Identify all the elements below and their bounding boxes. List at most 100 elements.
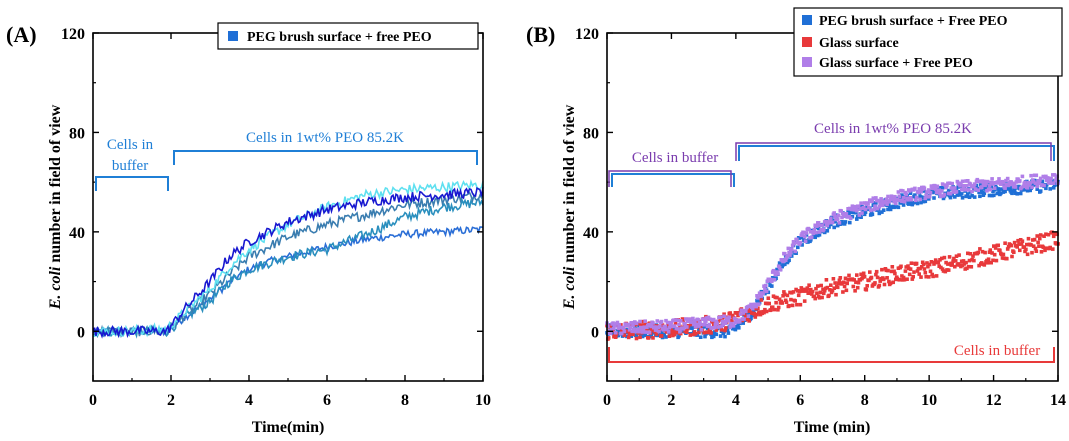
data-point bbox=[744, 314, 748, 318]
data-point bbox=[886, 194, 890, 199]
data-point bbox=[1038, 233, 1043, 237]
data-point bbox=[692, 330, 697, 334]
data-point bbox=[667, 334, 672, 338]
data-point bbox=[647, 330, 652, 335]
data-point bbox=[677, 334, 681, 338]
data-point bbox=[787, 304, 791, 308]
data-point bbox=[703, 334, 707, 339]
data-point bbox=[844, 288, 849, 293]
data-point bbox=[718, 315, 723, 320]
data-point bbox=[900, 193, 904, 197]
data-point bbox=[847, 273, 851, 278]
data-point bbox=[885, 276, 889, 280]
data-point bbox=[781, 259, 785, 264]
data-point bbox=[830, 220, 835, 224]
data-point bbox=[1003, 189, 1007, 194]
data-point bbox=[691, 316, 695, 321]
data-point bbox=[1031, 178, 1035, 182]
data-point bbox=[771, 268, 776, 273]
data-point bbox=[1044, 178, 1049, 182]
data-point bbox=[775, 295, 779, 300]
data-point bbox=[935, 184, 940, 189]
data-point bbox=[681, 319, 686, 323]
data-point bbox=[992, 244, 996, 248]
data-point bbox=[820, 295, 824, 300]
data-point bbox=[957, 253, 961, 257]
data-point bbox=[855, 285, 860, 290]
series-line bbox=[92, 187, 484, 339]
data-point bbox=[969, 265, 974, 269]
data-point bbox=[804, 231, 809, 235]
data-point bbox=[823, 219, 828, 224]
data-point bbox=[933, 187, 938, 191]
data-point bbox=[920, 260, 925, 265]
data-point bbox=[940, 182, 945, 186]
data-point bbox=[697, 330, 701, 335]
data-point bbox=[761, 291, 765, 296]
data-point bbox=[1046, 232, 1051, 237]
data-point bbox=[914, 198, 918, 203]
data-point bbox=[842, 284, 847, 289]
data-point bbox=[629, 334, 634, 338]
data-point bbox=[701, 317, 706, 321]
annotation-peo-a: Cells in 1wt% PEO 85.2K bbox=[246, 130, 404, 146]
data-point bbox=[818, 290, 823, 295]
data-point bbox=[662, 332, 666, 337]
data-point bbox=[699, 328, 704, 332]
data-point bbox=[887, 205, 892, 209]
annotations-b: Cells in buffer Cells in 1wt% PEO 85.2K … bbox=[608, 121, 1055, 363]
data-point bbox=[905, 277, 909, 281]
data-point bbox=[783, 292, 787, 297]
data-point bbox=[770, 284, 774, 288]
data-point bbox=[870, 199, 875, 203]
data-point bbox=[1051, 186, 1056, 190]
data-point bbox=[990, 251, 994, 255]
data-point bbox=[868, 270, 872, 274]
data-point bbox=[913, 186, 917, 191]
data-point bbox=[1010, 254, 1014, 259]
data-point bbox=[802, 234, 807, 239]
data-point bbox=[648, 322, 653, 327]
data-point bbox=[1003, 186, 1007, 190]
x-axis-title-b: Time (min) bbox=[794, 419, 871, 436]
data-point bbox=[690, 320, 694, 324]
data-point bbox=[965, 194, 969, 199]
data-point bbox=[998, 248, 1002, 253]
data-point bbox=[946, 268, 951, 272]
data-point bbox=[907, 272, 912, 277]
data-point bbox=[794, 251, 798, 255]
data-point bbox=[1001, 181, 1006, 185]
data-point bbox=[1025, 242, 1029, 247]
data-point bbox=[848, 220, 852, 225]
data-point bbox=[667, 325, 672, 330]
data-point bbox=[646, 336, 651, 340]
data-point bbox=[901, 275, 906, 280]
data-point bbox=[769, 308, 773, 312]
data-point bbox=[1022, 187, 1026, 192]
data-point bbox=[714, 332, 719, 337]
data-point bbox=[993, 246, 998, 250]
data-point bbox=[824, 278, 829, 282]
data-point bbox=[711, 334, 716, 339]
x-tick-label: 4 bbox=[245, 392, 253, 409]
legend-label-b-0: PEG brush surface + Free PEO bbox=[819, 14, 1008, 29]
data-point bbox=[730, 318, 734, 323]
legend-label-b-2: Glass surface + Free PEO bbox=[819, 56, 973, 71]
data-point bbox=[1034, 173, 1039, 178]
y-tick-label: 120 bbox=[61, 26, 85, 43]
data-point bbox=[875, 206, 880, 211]
data-point bbox=[697, 324, 701, 328]
data-point bbox=[988, 187, 993, 192]
data-point bbox=[642, 325, 647, 329]
data-point bbox=[856, 280, 861, 285]
data-point bbox=[978, 247, 982, 251]
data-point bbox=[809, 287, 813, 292]
data-point bbox=[953, 195, 957, 199]
data-point bbox=[782, 290, 786, 294]
data-point bbox=[906, 198, 910, 202]
data-point bbox=[670, 331, 674, 335]
data-point bbox=[770, 305, 775, 309]
data-point bbox=[728, 311, 732, 315]
x-tick-label: 6 bbox=[323, 392, 331, 409]
data-point bbox=[1030, 185, 1034, 190]
